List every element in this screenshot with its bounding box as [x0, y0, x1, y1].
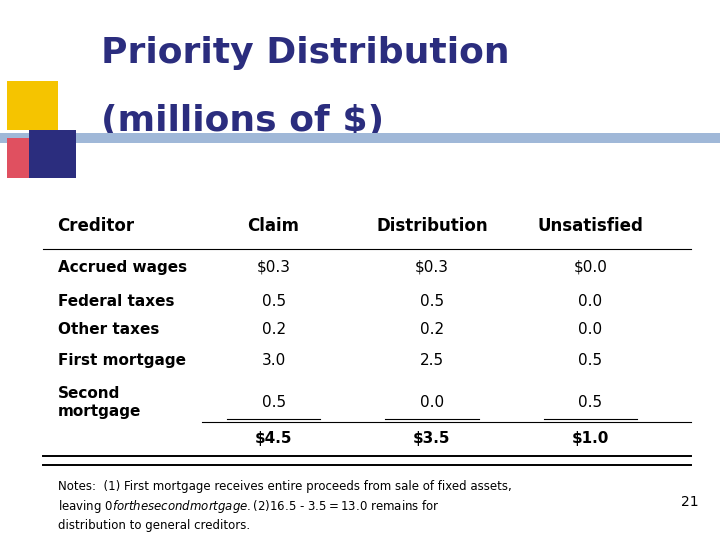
Text: Creditor: Creditor	[58, 217, 135, 235]
Text: $0.3: $0.3	[415, 260, 449, 275]
Text: Accrued wages: Accrued wages	[58, 260, 186, 275]
Text: Priority Distribution: Priority Distribution	[101, 36, 510, 70]
Text: Distribution: Distribution	[376, 217, 488, 235]
Text: 0.0: 0.0	[578, 322, 603, 338]
Text: 0.5: 0.5	[578, 395, 603, 410]
Text: 0.5: 0.5	[420, 294, 444, 309]
Text: 0.0: 0.0	[420, 395, 444, 410]
Text: 21: 21	[681, 495, 698, 509]
Text: (millions of $): (millions of $)	[101, 104, 384, 138]
Text: 0.2: 0.2	[420, 322, 444, 338]
Text: $4.5: $4.5	[255, 431, 292, 447]
Text: Unsatisfied: Unsatisfied	[537, 217, 644, 235]
Text: $3.5: $3.5	[413, 431, 451, 447]
Text: 0.5: 0.5	[261, 294, 286, 309]
Text: Other taxes: Other taxes	[58, 322, 159, 338]
Text: 3.0: 3.0	[261, 354, 286, 368]
Text: Federal taxes: Federal taxes	[58, 294, 174, 309]
Text: Second
mortgage: Second mortgage	[58, 386, 141, 420]
Text: First mortgage: First mortgage	[58, 354, 186, 368]
Text: $0.3: $0.3	[256, 260, 291, 275]
Text: 2.5: 2.5	[420, 354, 444, 368]
Text: $0.0: $0.0	[573, 260, 608, 275]
Text: 0.0: 0.0	[578, 294, 603, 309]
Text: 0.5: 0.5	[261, 395, 286, 410]
Text: Notes:  (1) First mortgage receives entire proceeds from sale of fixed assets,
l: Notes: (1) First mortgage receives entir…	[58, 481, 511, 532]
Text: 0.2: 0.2	[261, 322, 286, 338]
Text: $1.0: $1.0	[572, 431, 609, 447]
Text: Claim: Claim	[248, 217, 300, 235]
Text: 0.5: 0.5	[578, 354, 603, 368]
